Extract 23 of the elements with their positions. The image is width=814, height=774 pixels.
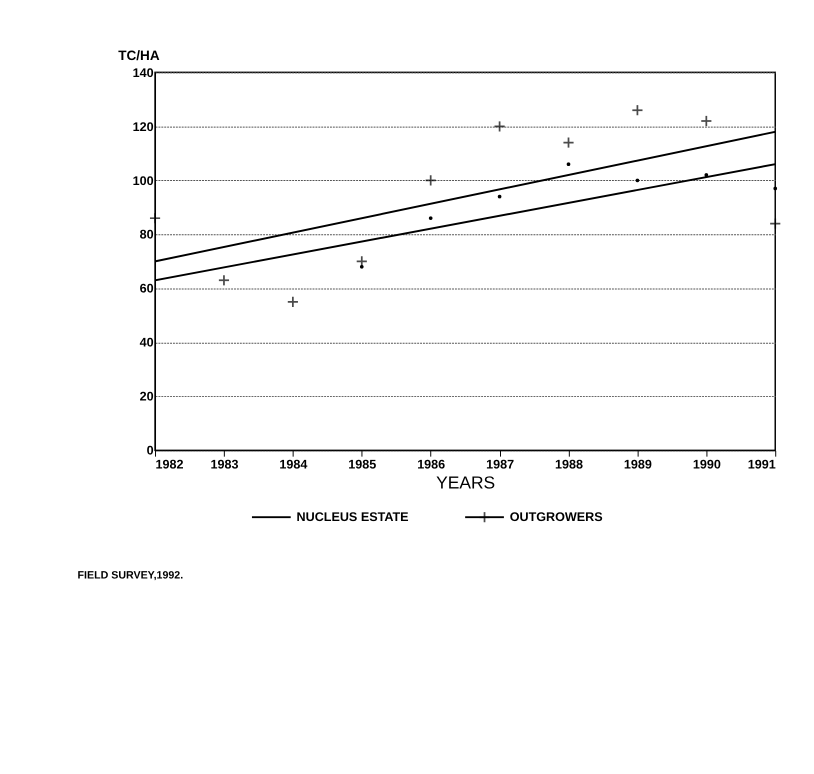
legend-label: OUTGROWERS [510,510,603,524]
y-tick-label: 100 [132,174,154,188]
y-tick-label: 80 [140,228,154,242]
y-tick-label: 140 [132,66,154,80]
y-tick-label: 20 [140,390,154,404]
x-tick-label: 1990 [692,457,721,472]
x-tick-label: 1982 [156,457,184,472]
x-tick-label: 1987 [486,457,514,472]
x-tick-label: 1984 [279,457,308,472]
legend-label: NUCLEUS ESTATE [296,510,409,524]
x-tick-label: 1986 [417,457,446,472]
y-tick-label: 0 [146,444,154,458]
y-tick-label: 60 [140,282,154,296]
text: FIELD SURVEY,1992. [78,569,184,582]
x-tick-label: 1983 [210,457,238,472]
x-tick-label: 1985 [348,457,376,472]
x-tick-label: 1991 [748,457,776,472]
y-tick-label: 40 [140,336,154,350]
y-axis-title: TC/HA [118,48,160,63]
y-tick-label: 120 [132,120,154,134]
x-tick-label: 1988 [555,457,583,472]
x-tick-label: 1989 [624,457,652,472]
x-axis-title: YEARS [436,472,496,493]
